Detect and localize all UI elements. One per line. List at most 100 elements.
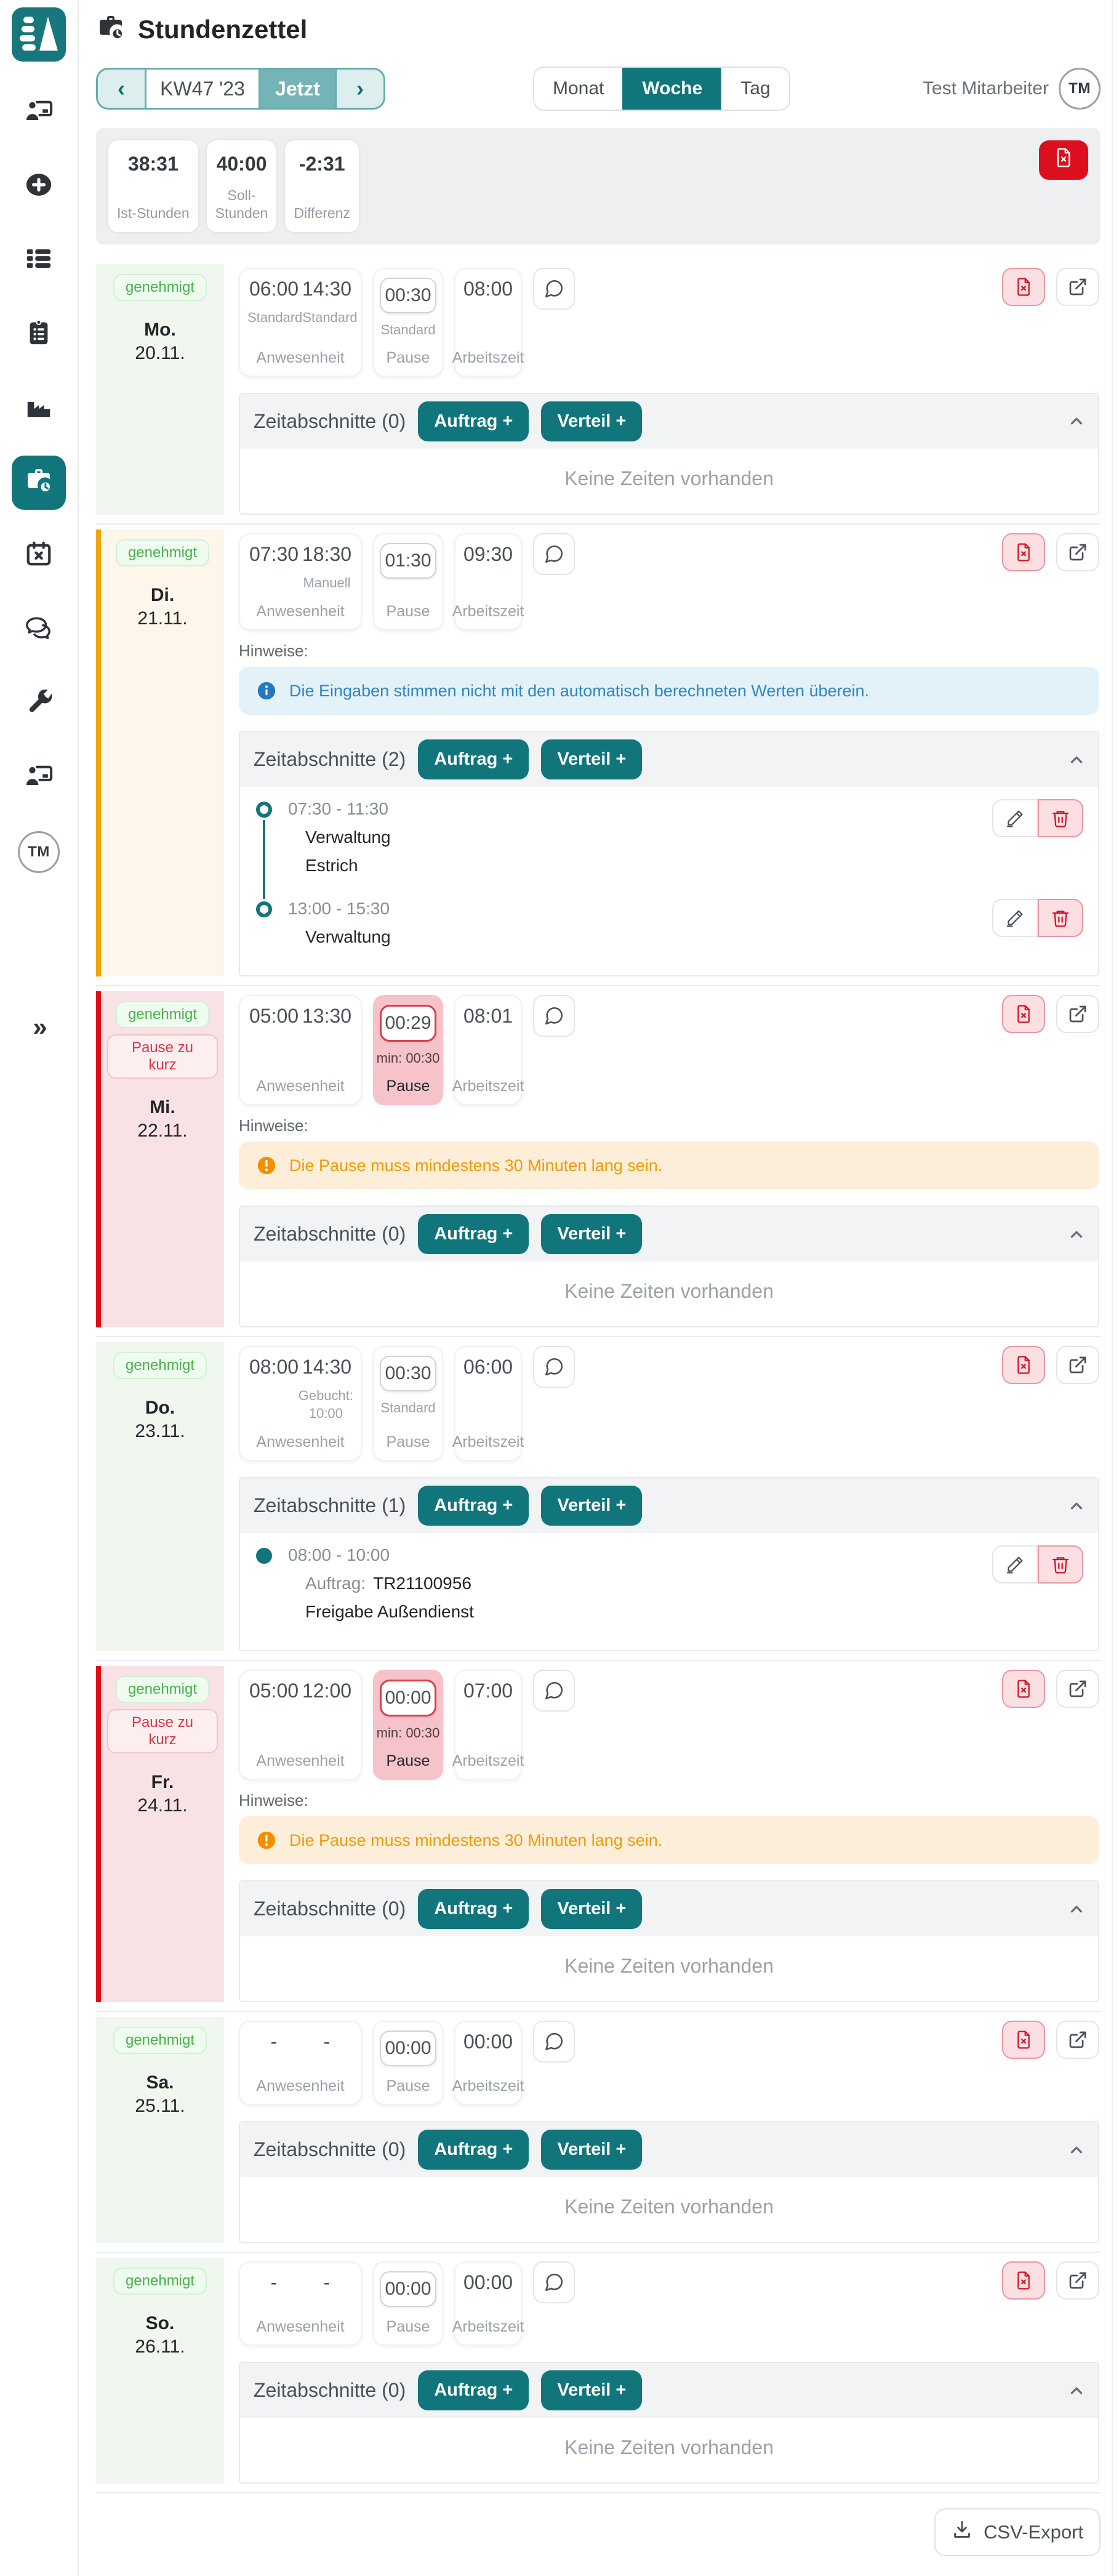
sidebar-item-list[interactable] [0,224,78,298]
sidebar-item-clipboard[interactable] [0,298,78,372]
collapse-button[interactable] [1069,2383,1085,2399]
presence-label: Anwesenheit [256,348,345,366]
presence-label: Anwesenheit [256,603,345,621]
sidebar-item-tools[interactable] [0,667,78,741]
add-order-button[interactable]: Auftrag + [418,2370,529,2411]
collapse-button[interactable] [1069,1498,1085,1514]
delete-entry-button[interactable] [1038,899,1083,938]
status-badge-warning: Pause zu kurz [107,1709,218,1754]
day-pdf-export-button[interactable] [1002,2261,1045,2300]
week-pdf-export-button[interactable] [1039,140,1088,180]
collapse-button[interactable] [1069,413,1085,429]
pause-input[interactable]: 00:29 [380,1005,436,1042]
comment-button[interactable] [533,1670,575,1712]
tab-woche[interactable]: Woche [622,68,721,110]
comment-button[interactable] [533,995,575,1037]
day-main: 07:30 18:30 Manuell Anwesenheit 01:30 Pause 09… [224,529,1101,977]
comment-button[interactable] [533,533,575,575]
sidebar-item-employees[interactable] [0,76,78,150]
pause-input[interactable]: 00:30 [380,277,436,313]
comment-button[interactable] [533,2021,575,2063]
day-row: genehmigt Pause zu kurz Fr. 24.11. 05:00 12:0… [96,1661,1101,2013]
pause-input[interactable]: 01:30 [380,542,436,579]
comment-button[interactable] [533,2261,575,2304]
sidebar-expand-button[interactable]: » [0,1012,79,1042]
prev-week-button[interactable]: ‹ [98,70,145,108]
collapse-button[interactable] [1069,1226,1085,1242]
edit-entry-button[interactable] [992,799,1038,838]
pause-min-label: min: 00:30 [376,1050,440,1066]
day-open-detail-button[interactable] [1056,995,1099,1034]
pause-card: 00:30 Standard Pause [373,1346,443,1462]
add-distribution-button[interactable]: Verteil + [541,1889,643,1930]
day-pdf-export-button[interactable] [1002,2021,1045,2059]
sidebar-item-factory[interactable] [0,372,78,446]
edit-entry-button[interactable] [992,899,1038,938]
now-button[interactable]: Jetzt [260,70,337,108]
day-open-detail-button[interactable] [1056,267,1099,306]
add-distribution-button[interactable]: Verteil + [541,2130,643,2170]
pause-input[interactable]: 00:30 [380,1356,436,1392]
day-row: genehmigt So. 26.11. - - Anwesenheit 00:00 Paus… [96,2253,1101,2494]
add-order-button[interactable]: Auftrag + [418,739,529,780]
ring-bullet-icon [256,802,272,818]
sidebar-item-profile[interactable]: TM [0,815,78,889]
day-pdf-export-button[interactable] [1002,267,1045,306]
day-pdf-export-button[interactable] [1002,1346,1045,1385]
sidebar-item-timesheet-active[interactable] [0,446,78,520]
add-distribution-button[interactable]: Verteil + [541,401,643,441]
tab-tag[interactable]: Tag [721,68,789,110]
collapse-button[interactable] [1069,2142,1085,2158]
day-pdf-export-button[interactable] [1002,995,1045,1034]
status-badge-approved: genehmigt [115,539,210,566]
tab-monat[interactable]: Monat [534,68,623,110]
comment-button[interactable] [533,1346,575,1388]
add-distribution-button[interactable]: Verteil + [541,739,643,780]
delete-entry-button[interactable] [1038,1545,1083,1584]
start-time: 06:00 [249,277,299,300]
comment-button[interactable] [533,267,575,310]
day-open-detail-button[interactable] [1056,2021,1099,2059]
csv-export-button[interactable]: CSV-Export [934,2508,1101,2557]
presence-values: 06:00 14:30 [247,278,353,300]
day-open-detail-button[interactable] [1056,533,1099,571]
app-logo[interactable] [12,7,66,62]
sections-header: Zeitabschnitte (1) Auftrag + Verteil + [240,1478,1098,1534]
delete-entry-button[interactable] [1038,799,1083,838]
add-order-button[interactable]: Auftrag + [418,1486,529,1526]
day-open-detail-button[interactable] [1056,1346,1099,1385]
add-order-button[interactable]: Auftrag + [418,2130,529,2170]
day-pdf-export-button[interactable] [1002,1670,1045,1709]
add-order-button[interactable]: Auftrag + [418,401,529,441]
day-pdf-export-button[interactable] [1002,533,1045,571]
day-main: 05:00 13:30 Anwesenheit 00:29 min: 00:30 Paus… [224,991,1101,1328]
add-order-button[interactable]: Auftrag + [418,1889,529,1930]
pause-min-label: min: 00:30 [376,1725,440,1741]
sidebar-item-employee-admin[interactable] [0,741,78,815]
sections-title: Zeitabschnitte (0) [254,1898,406,1920]
pause-input[interactable]: 00:00 [380,1680,436,1717]
day-open-detail-button[interactable] [1056,1670,1099,1709]
day-open-detail-button[interactable] [1056,2261,1099,2300]
next-week-button[interactable]: › [337,70,383,108]
file-x-icon [1014,277,1033,297]
day-date: 26.11. [135,2337,185,2357]
alert-text: Die Pause muss mindestens 30 Minuten lan… [289,1830,663,1849]
collapse-button[interactable] [1069,1901,1085,1917]
week-label[interactable]: KW47 '23 [145,70,260,108]
sidebar-item-add[interactable] [0,150,78,224]
user-avatar[interactable]: TM [1059,68,1101,110]
start-time: 05:00 [249,1005,299,1028]
sidebar-item-calendar[interactable] [0,520,78,594]
add-distribution-button[interactable]: Verteil + [541,1214,643,1255]
pause-input[interactable]: 00:00 [380,2031,436,2067]
sidebar-item-messages[interactable] [0,594,78,667]
summary-label: Ist-Stunden [117,204,190,221]
add-distribution-button[interactable]: Verteil + [541,1486,643,1526]
collapse-button[interactable] [1069,752,1085,768]
status-badge-approved: genehmigt [113,2027,207,2055]
edit-entry-button[interactable] [992,1545,1038,1584]
pause-input[interactable]: 00:00 [380,2271,436,2308]
add-order-button[interactable]: Auftrag + [418,1214,529,1255]
add-distribution-button[interactable]: Verteil + [541,2370,643,2411]
